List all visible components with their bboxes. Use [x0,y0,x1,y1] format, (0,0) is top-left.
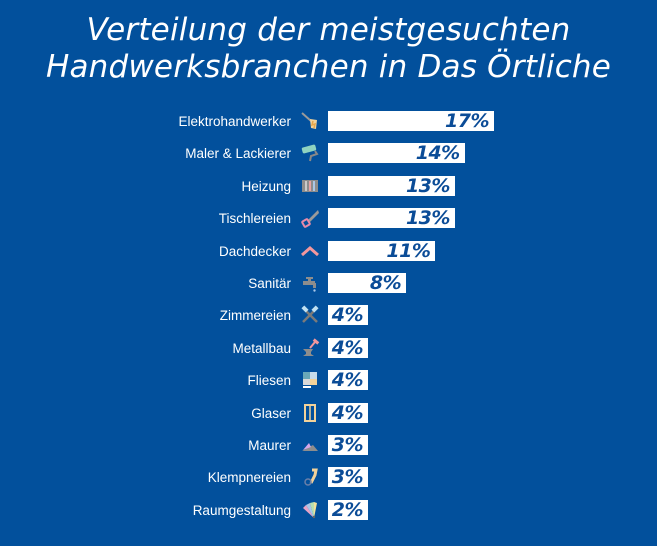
bar: 2% [328,498,368,521]
bar: 13% [328,207,455,230]
bar-row: Maurer 3% [0,434,657,457]
category-label: Zimmereien [219,308,291,324]
bar: 3% [328,434,368,456]
bar-row: Sanitär 8% [0,272,657,295]
category-label: Tischlereien [218,211,291,227]
bar-row: Zimmereien 4% [0,304,657,327]
crossed-hammers-icon [300,305,320,325]
bar-row: Glaser 4% [0,401,657,425]
chart-title-line-1: Verteilung der meistgesuchten [86,12,571,48]
bar: 4% [328,401,368,424]
bar: 4% [328,369,368,392]
category-label: Fliesen [247,373,291,389]
data-label: 13% [405,207,450,230]
window-icon [300,403,320,423]
chart-title: Verteilung der meistgesuchten Handwerksb… [0,12,657,86]
category-label: Metallbau [232,340,291,356]
bar: 4% [328,304,368,327]
bar-row: Klempnereien 3% [0,466,657,489]
data-label: 8% [369,272,402,294]
bar: 4% [328,336,368,359]
bar-row: Heizung 13% [0,174,657,198]
category-label: Elektrohandwerker [178,114,291,129]
roof-icon [300,241,320,261]
faucet-icon [300,273,320,293]
bar: 14% [328,142,465,165]
bar: 13% [328,174,455,197]
bar-row: Fliesen 4% [0,369,657,392]
category-label: Maurer [248,438,291,453]
chart-title-line-2: Handwerksbranchen in Das Örtliche [45,49,612,85]
saw-icon [300,208,320,228]
bar: 8% [328,272,407,294]
category-label: Klempnereien [207,470,291,486]
trowel-icon [300,435,320,455]
bar-row: Maler & Lackierer 14% [0,142,657,165]
category-label: Maler & Lackierer [185,146,291,162]
bar-row: Raumgestaltung 2% [0,498,657,522]
pipe-wrench-icon [300,467,320,487]
data-label: 3% [331,466,364,489]
bar: 11% [328,239,436,262]
data-label: 17% [445,110,489,132]
radiator-icon [300,176,320,196]
bar-row: Tischlereien 13% [0,207,657,230]
electric-screwdriver-icon [300,111,320,131]
paint-roller-icon [300,143,320,163]
category-label: Dachdecker [218,243,291,259]
category-label: Sanitär [248,276,291,291]
data-label: 3% [331,434,364,456]
category-label: Glaser [251,405,291,421]
data-label: 13% [405,174,450,197]
data-label: 2% [331,498,364,521]
data-label: 4% [331,336,364,359]
category-label: Heizung [241,178,291,194]
tiles-icon [300,370,320,390]
bar: 3% [328,466,368,489]
data-label: 4% [331,369,364,392]
category-label: Raumgestaltung [192,502,291,518]
data-label: 4% [331,401,364,424]
data-label: 11% [386,239,431,262]
bar-row: Dachdecker 11% [0,239,657,263]
anvil-hammer-icon [300,338,320,358]
color-swatch-icon [300,500,320,520]
data-label: 14% [415,142,460,165]
bar: 17% [328,110,494,132]
bar-row: Elektrohandwerker 17% [0,110,657,133]
bar-row: Metallbau 4% [0,336,657,360]
data-label: 4% [331,304,364,327]
